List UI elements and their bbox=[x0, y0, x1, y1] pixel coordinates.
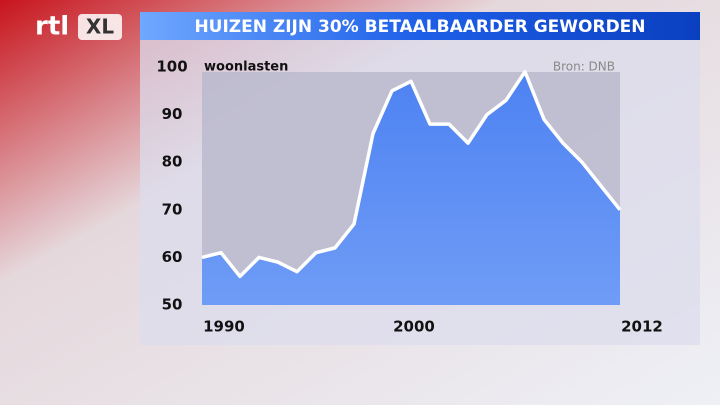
x-tick-label: 1990 bbox=[203, 318, 245, 336]
logo-box bbox=[78, 14, 122, 40]
y-tick-label: 90 bbox=[162, 105, 183, 123]
y-tick-label: 50 bbox=[162, 296, 183, 314]
y-tick-label: 70 bbox=[162, 200, 183, 218]
y-tick-label: 60 bbox=[162, 248, 183, 266]
chart-title: HUIZEN ZIJN 30% BETAALBAARDER GEWORDEN bbox=[194, 17, 645, 37]
y-tick-label: 80 bbox=[162, 153, 183, 171]
logo-right: XL bbox=[86, 15, 114, 39]
area bbox=[202, 71, 620, 305]
line bbox=[201, 70, 622, 279]
y-axis-label: woonlasten bbox=[204, 60, 288, 75]
y-tick-label: 100 bbox=[156, 58, 187, 76]
logo-left: rtl bbox=[35, 12, 69, 42]
source: Bron: DNB bbox=[553, 60, 615, 74]
x-tick-label: 2012 bbox=[621, 318, 663, 336]
title-bar bbox=[140, 12, 700, 40]
x-tick-label: 2000 bbox=[393, 318, 435, 336]
